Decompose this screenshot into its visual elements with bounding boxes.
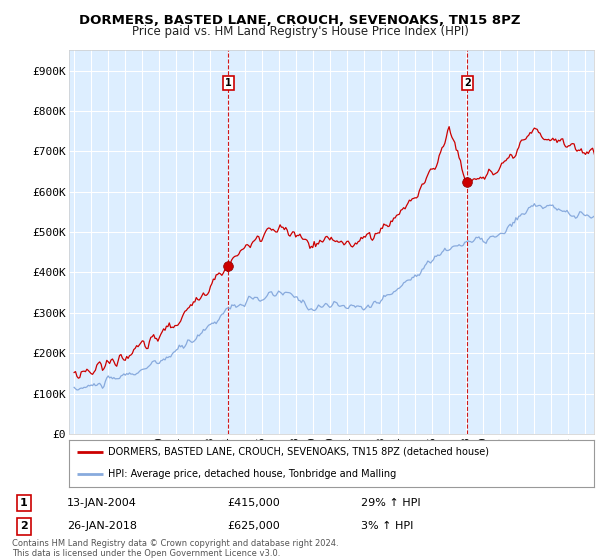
Text: Contains HM Land Registry data © Crown copyright and database right 2024.
This d: Contains HM Land Registry data © Crown c…: [12, 539, 338, 558]
Text: HPI: Average price, detached house, Tonbridge and Malling: HPI: Average price, detached house, Tonb…: [109, 469, 397, 479]
Text: 13-JAN-2004: 13-JAN-2004: [67, 498, 137, 508]
Text: 3% ↑ HPI: 3% ↑ HPI: [361, 521, 413, 531]
Text: 2: 2: [20, 521, 28, 531]
Text: DORMERS, BASTED LANE, CROUCH, SEVENOAKS, TN15 8PZ: DORMERS, BASTED LANE, CROUCH, SEVENOAKS,…: [79, 14, 521, 27]
Text: 2: 2: [464, 78, 471, 88]
Text: DORMERS, BASTED LANE, CROUCH, SEVENOAKS, TN15 8PZ (detached house): DORMERS, BASTED LANE, CROUCH, SEVENOAKS,…: [109, 446, 490, 456]
Text: 1: 1: [20, 498, 28, 508]
Text: Price paid vs. HM Land Registry's House Price Index (HPI): Price paid vs. HM Land Registry's House …: [131, 25, 469, 38]
Text: 1: 1: [225, 78, 232, 88]
Text: £415,000: £415,000: [227, 498, 280, 508]
Text: £625,000: £625,000: [227, 521, 280, 531]
Text: 29% ↑ HPI: 29% ↑ HPI: [361, 498, 421, 508]
Text: 26-JAN-2018: 26-JAN-2018: [67, 521, 137, 531]
